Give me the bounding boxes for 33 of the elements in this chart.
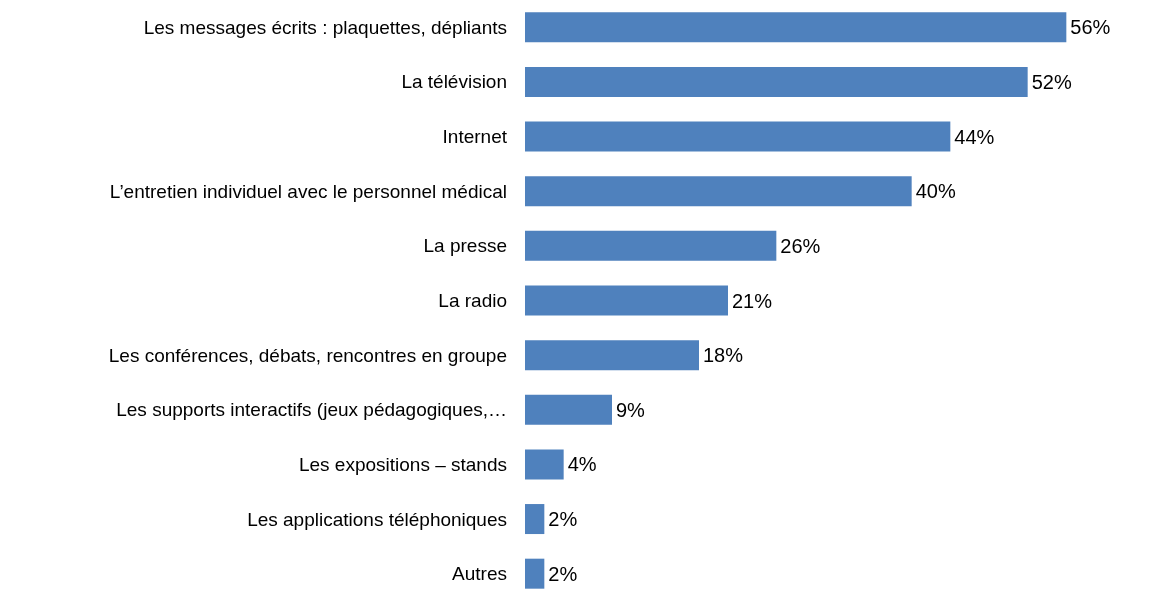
- data-label: 26%: [780, 234, 821, 257]
- data-label: 18%: [703, 344, 744, 367]
- bar: [525, 558, 545, 589]
- bar: [525, 285, 728, 316]
- y-tick-label: L’entretien individuel avec le personnel médical: [109, 180, 507, 202]
- y-tick-label: Les conférences, débats, rencontres en groupe: [108, 344, 507, 366]
- y-tick-label: Les messages écrits : plaquettes, dépliants: [143, 16, 507, 38]
- data-label: 40%: [915, 180, 956, 203]
- bar: [525, 12, 1067, 43]
- data-label: 4%: [567, 453, 597, 476]
- y-tick-label: Autres: [452, 563, 507, 585]
- y-tick-label: Les supports interactifs (jeux pédagogiques,…: [116, 399, 507, 421]
- y-tick-label: Internet: [442, 126, 508, 148]
- data-label: 52%: [1031, 70, 1072, 93]
- bar: [525, 504, 545, 535]
- y-tick-label: La presse: [423, 235, 507, 257]
- data-label: 2%: [548, 562, 578, 585]
- data-label: 9%: [616, 398, 646, 421]
- data-label: 56%: [1070, 16, 1111, 39]
- data-label: 2%: [548, 508, 578, 531]
- data-label: 21%: [732, 289, 773, 312]
- bar: [525, 176, 912, 207]
- data-label: 44%: [954, 125, 995, 148]
- bar: [525, 449, 564, 480]
- bar: [525, 121, 951, 152]
- bar: [525, 394, 612, 425]
- y-tick-label: La radio: [438, 290, 507, 311]
- y-tick-label: La télévision: [401, 71, 507, 93]
- y-tick-label: Les applications téléphoniques: [247, 508, 507, 530]
- bar: [525, 340, 699, 371]
- bar: [525, 230, 777, 261]
- y-tick-label: Les expositions – stands: [298, 453, 507, 475]
- bar: [525, 66, 1028, 97]
